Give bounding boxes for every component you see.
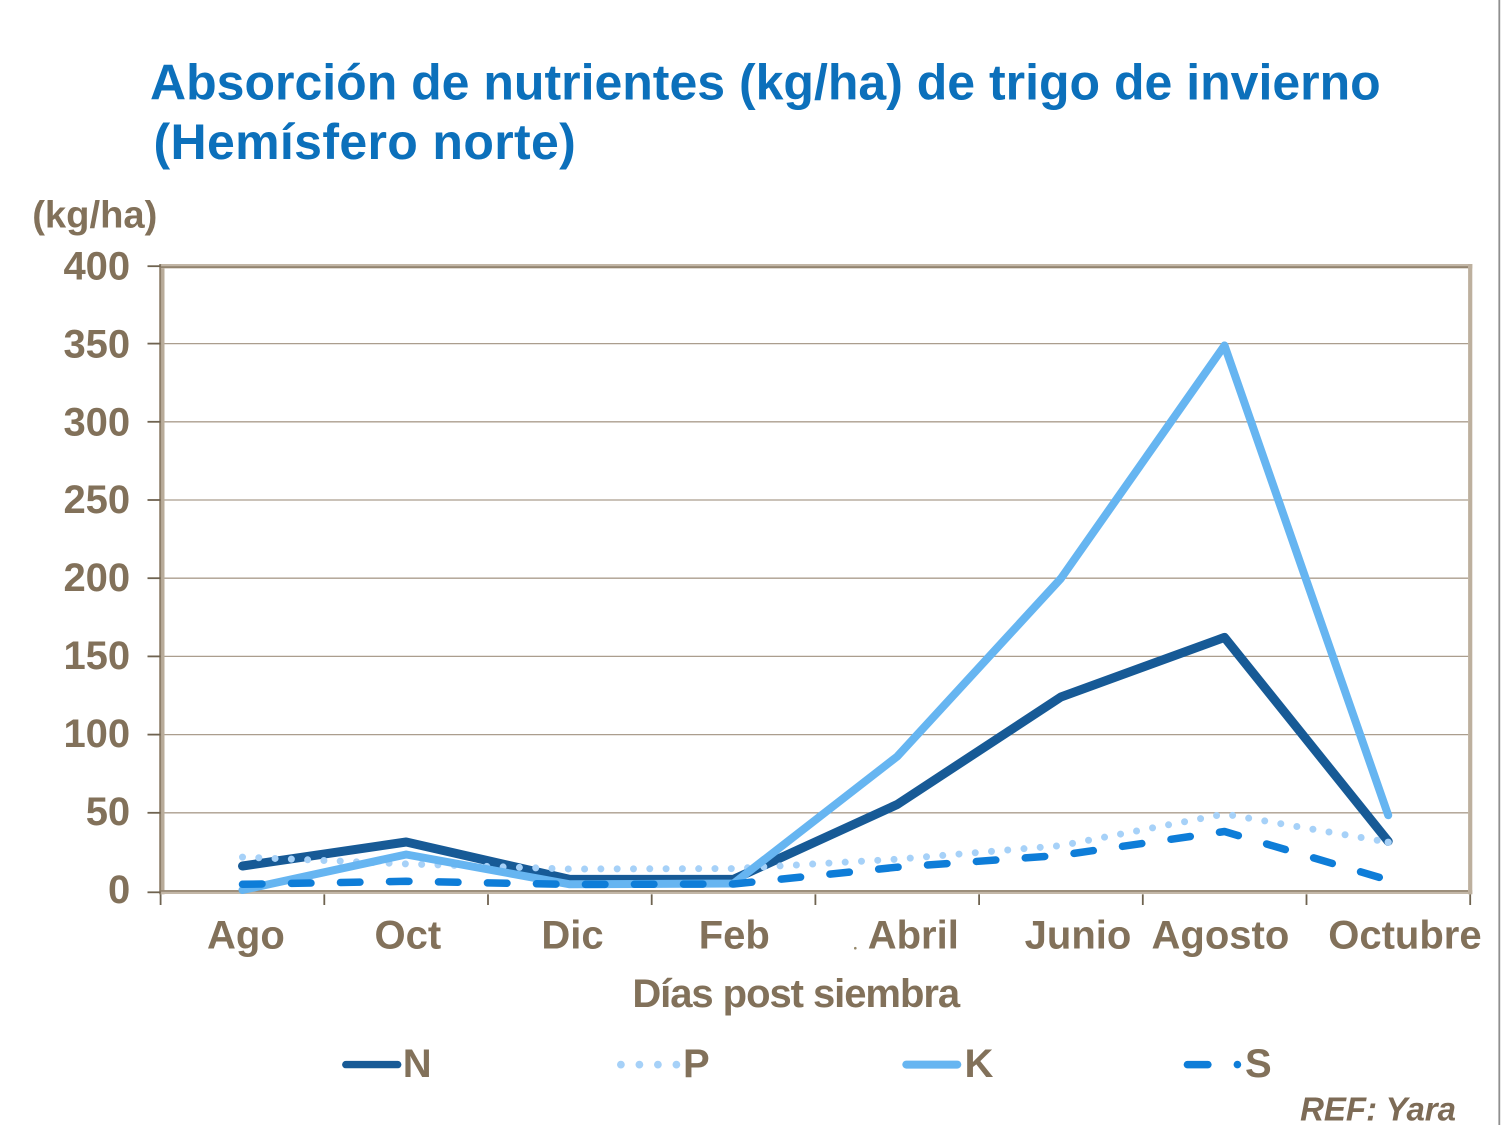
svg-text:P: P: [683, 1042, 710, 1086]
svg-text:0: 0: [108, 868, 130, 912]
svg-text:N: N: [403, 1042, 432, 1086]
svg-text:350: 350: [63, 322, 130, 366]
svg-text:K: K: [965, 1042, 994, 1086]
svg-text:S: S: [1245, 1042, 1272, 1086]
svg-text:300: 300: [63, 400, 130, 444]
svg-text:250: 250: [63, 478, 130, 522]
svg-text:REF: Yara: REF: Yara: [1300, 1090, 1456, 1125]
svg-text:(kg/ha): (kg/ha): [32, 194, 157, 237]
svg-text:100: 100: [63, 712, 130, 756]
svg-text:Dic: Dic: [541, 914, 603, 958]
svg-text:Ago: Ago: [207, 914, 285, 958]
svg-text:(Hemísfero norte): (Hemísfero norte): [154, 114, 577, 170]
svg-text:Octubre: Octubre: [1328, 914, 1481, 958]
svg-text:Días post siembra: Días post siembra: [632, 972, 961, 1016]
svg-text:Feb: Feb: [699, 914, 770, 958]
svg-text:400: 400: [63, 244, 130, 288]
svg-text:Abril: Abril: [868, 914, 959, 958]
svg-text:Absorción de nutrientes (kg/ha: Absorción de nutrientes (kg/ha) de trigo…: [150, 55, 1381, 111]
svg-text:200: 200: [63, 556, 130, 600]
svg-text:Agosto: Agosto: [1152, 914, 1290, 958]
svg-text:Oct: Oct: [374, 914, 441, 958]
svg-text:150: 150: [63, 634, 130, 678]
svg-text:50: 50: [86, 790, 131, 834]
svg-text:Junio: Junio: [1025, 914, 1132, 958]
